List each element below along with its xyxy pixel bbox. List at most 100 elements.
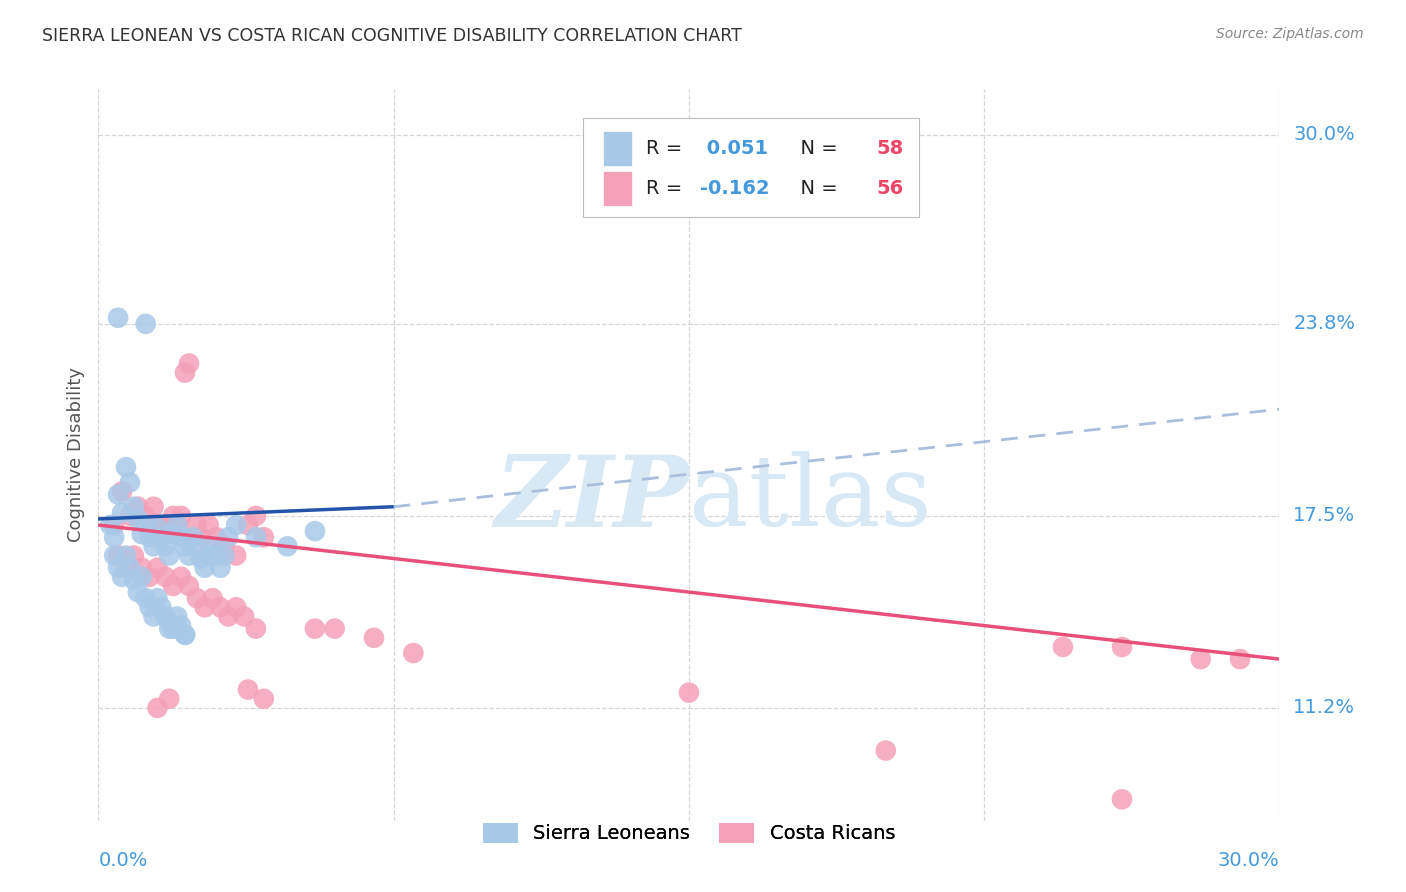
Text: 11.2%: 11.2% (1294, 698, 1355, 717)
Text: R =: R = (647, 179, 689, 198)
Point (131, 527, 153, 541)
Point (118, 560, 141, 574)
Point (1052, 640, 1074, 654)
Point (323, 622, 346, 636)
Point (157, 549, 180, 563)
Text: -0.162: -0.162 (700, 179, 769, 198)
Point (135, 317, 157, 331)
Point (225, 518, 247, 533)
Point (162, 579, 184, 593)
Text: atlas: atlas (689, 451, 932, 547)
Point (155, 539, 177, 553)
Text: 17.5%: 17.5% (1294, 507, 1355, 525)
Point (1111, 792, 1133, 806)
Point (194, 600, 217, 615)
Legend: Sierra Leoneans, Costa Ricans: Sierra Leoneans, Costa Ricans (475, 815, 903, 851)
Point (142, 609, 165, 624)
Point (209, 560, 232, 574)
Point (138, 600, 160, 615)
Point (245, 530, 267, 544)
Point (253, 530, 276, 544)
Text: N =: N = (789, 179, 844, 198)
Point (276, 539, 298, 553)
Point (146, 591, 169, 606)
Point (150, 600, 173, 615)
Point (162, 622, 184, 636)
Point (205, 549, 228, 563)
Text: 56: 56 (877, 179, 904, 198)
Point (875, 743, 897, 757)
Point (170, 530, 193, 544)
Point (162, 508, 184, 523)
Point (135, 508, 157, 523)
Point (122, 573, 145, 587)
Point (209, 600, 232, 615)
Point (115, 560, 138, 574)
Point (155, 570, 177, 584)
Point (1229, 652, 1251, 666)
Point (166, 518, 188, 533)
Point (181, 530, 204, 544)
Point (177, 579, 200, 593)
Y-axis label: Cognitive Disability: Cognitive Disability (66, 368, 84, 542)
Point (304, 524, 326, 538)
Point (157, 622, 180, 636)
Text: SIERRA LEONEAN VS COSTA RICAN COGNITIVE DISABILITY CORRELATION CHART: SIERRA LEONEAN VS COSTA RICAN COGNITIVE … (42, 27, 742, 45)
Point (236, 682, 259, 697)
Text: 0.0%: 0.0% (98, 851, 148, 871)
Text: R =: R = (647, 139, 689, 158)
Point (170, 570, 193, 584)
Point (245, 622, 267, 636)
Point (131, 560, 153, 574)
Point (150, 518, 173, 533)
Point (1111, 640, 1133, 654)
Point (98, 518, 121, 533)
Point (118, 475, 141, 490)
Point (177, 549, 200, 563)
Point (177, 356, 200, 370)
Point (174, 628, 197, 642)
Point (115, 549, 138, 563)
Point (107, 560, 129, 574)
Point (118, 508, 141, 523)
Point (150, 530, 173, 544)
Point (225, 549, 247, 563)
Text: 30.0%: 30.0% (1294, 126, 1355, 145)
Point (186, 591, 208, 606)
Point (162, 527, 184, 541)
Point (363, 631, 385, 645)
Point (201, 591, 224, 606)
Point (127, 585, 149, 599)
Point (142, 539, 165, 553)
Point (194, 560, 217, 574)
Point (174, 539, 197, 553)
Text: 23.8%: 23.8% (1294, 314, 1355, 334)
Point (205, 530, 228, 544)
Point (170, 618, 193, 632)
Point (157, 518, 180, 533)
Point (135, 518, 157, 533)
Text: ZIP: ZIP (494, 450, 689, 547)
Point (146, 521, 169, 535)
Point (146, 701, 169, 715)
Point (197, 518, 219, 533)
Point (245, 508, 267, 523)
Point (122, 500, 145, 514)
Point (233, 609, 256, 624)
Point (155, 609, 177, 624)
Point (225, 600, 247, 615)
Point (111, 506, 134, 520)
Point (157, 691, 180, 706)
Text: 30.0%: 30.0% (1218, 851, 1279, 871)
FancyBboxPatch shape (582, 119, 920, 218)
Point (138, 570, 160, 584)
Point (201, 539, 224, 553)
Point (107, 487, 129, 501)
Bar (603, 171, 633, 206)
Point (103, 530, 125, 544)
Point (166, 518, 188, 533)
Text: 0.051: 0.051 (700, 139, 768, 158)
Point (174, 366, 197, 380)
Point (122, 549, 145, 563)
Point (170, 508, 193, 523)
